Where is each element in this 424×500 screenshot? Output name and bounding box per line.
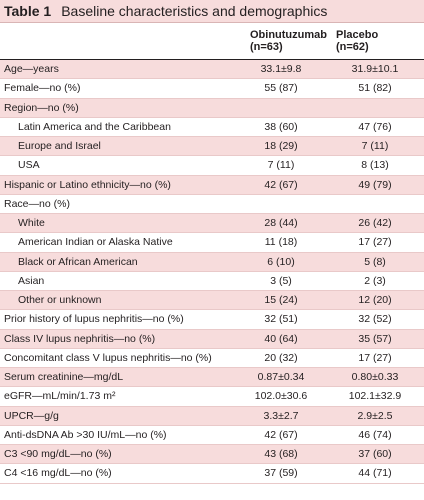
- header-placebo-name: Placebo: [336, 29, 379, 41]
- obinutuzumab-value: 55 (87): [264, 82, 298, 95]
- row-label: American Indian or Alaska Native: [18, 236, 173, 249]
- placebo-value: 32 (52): [358, 313, 392, 326]
- placebo-value: 102.1±32.9: [348, 390, 402, 403]
- obinutuzumab-value: 40 (64): [264, 332, 298, 345]
- table-title: Baseline characteristics and demographic…: [61, 3, 328, 19]
- obinutuzumab-value: 32 (51): [264, 313, 298, 326]
- table-row: Prior history of lupus nephritis—no (%) 3…: [0, 310, 424, 330]
- obinutuzumab-value: 28 (44): [264, 217, 298, 230]
- row-label: Serum creatinine—mg/dL: [4, 371, 124, 384]
- table-row: Serum creatinine—mg/dL 0.87±0.34 0.80±0.33: [0, 368, 424, 388]
- header-obinutuzumab-name: Obinutuzumab: [250, 29, 327, 41]
- row-label: Class IV lupus nephritis—no (%): [4, 332, 156, 345]
- obinutuzumab-value: 3.3±2.7: [263, 409, 299, 422]
- obinutuzumab-value: 43 (68): [264, 448, 298, 461]
- obinutuzumab-value: 33.1±9.8: [260, 63, 302, 76]
- table-row: Europe and Israel 18 (29) 7 (11): [0, 137, 424, 157]
- placebo-value: 12 (20): [358, 294, 392, 307]
- obinutuzumab-value: 37 (59): [264, 467, 298, 480]
- obinutuzumab-value: 42 (67): [264, 178, 298, 191]
- placebo-value: 17 (27): [358, 236, 392, 249]
- table-row: C4 <16 mg/dL—no (%) 37 (59) 44 (71): [0, 464, 424, 484]
- row-label: UPCR—g/g: [4, 409, 59, 422]
- placebo-value: 49 (79): [358, 178, 392, 191]
- placebo-value: 35 (57): [358, 332, 392, 345]
- obinutuzumab-value: 38 (60): [264, 120, 298, 133]
- table-row: Anti-dsDNA Ab >30 IU/mL—no (%) 42 (67) 46 …: [0, 426, 424, 445]
- table-row: Concomitant class V lupus nephritis—no (…: [0, 349, 424, 368]
- table-row: Region—no (%): [0, 98, 424, 118]
- obinutuzumab-value: 18 (29): [264, 140, 298, 153]
- table-row: Race—no (%): [0, 195, 424, 214]
- header-obinutuzumab-n: (n=63): [250, 41, 283, 53]
- placebo-value: 26 (42): [358, 217, 392, 230]
- row-label: USA: [18, 159, 40, 172]
- obinutuzumab-value: 0.87±0.34: [257, 371, 305, 384]
- obinutuzumab-value: 3 (5): [270, 274, 292, 287]
- placebo-value: 8 (13): [361, 159, 389, 172]
- placebo-value: 17 (27): [358, 351, 392, 364]
- row-label: Other or unknown: [18, 294, 102, 307]
- placebo-value: 51 (82): [358, 82, 392, 95]
- header-placebo: Placebo (n=62): [336, 29, 424, 53]
- table-title-bar: Table 1 Baseline characteristics and dem…: [0, 0, 424, 23]
- placebo-value: 0.80±0.33: [351, 371, 399, 384]
- header-placebo-n: (n=62): [336, 41, 369, 53]
- table-row: White 28 (44) 26 (42): [0, 214, 424, 234]
- table-row: Age—years 33.1±9.8 31.9±10.1: [0, 60, 424, 80]
- table-row: USA 7 (11) 8 (13): [0, 156, 424, 176]
- obinutuzumab-value: 20 (32): [264, 351, 298, 364]
- table-row: Class IV lupus nephritis—no (%) 40 (64) 35…: [0, 329, 424, 349]
- row-label: C4 <16 mg/dL—no (%): [4, 467, 112, 480]
- row-label: Age—years: [4, 63, 59, 76]
- row-label: Black or African American: [18, 255, 138, 268]
- placebo-value: 47 (76): [358, 120, 392, 133]
- row-label: Europe and Israel: [18, 140, 101, 153]
- row-label: White: [18, 217, 45, 230]
- table-header: Obinutuzumab (n=63) Placebo (n=62): [0, 23, 424, 60]
- table-row: Black or African American 6 (10) 5 (8): [0, 252, 424, 272]
- placebo-value: 5 (8): [364, 255, 386, 268]
- table-row: Hispanic or Latino ethnicity—no (%) 42 (6…: [0, 175, 424, 195]
- obinutuzumab-value: 42 (67): [264, 428, 298, 441]
- table-row: UPCR—g/g 3.3±2.7 2.9±2.5: [0, 406, 424, 426]
- placebo-value: 44 (71): [358, 467, 392, 480]
- table-body: Age—years 33.1±9.8 31.9±10.1 Female—no (%) 5…: [0, 60, 424, 484]
- table-row: American Indian or Alaska Native 11 (18) 1…: [0, 233, 424, 253]
- placebo-value: 31.9±10.1: [351, 63, 399, 76]
- row-label: Anti-dsDNA Ab >30 IU/mL—no (%): [4, 428, 167, 441]
- table-row: eGFR—mL/min/1.73 m² 102.0±30.6 102.1±32.9: [0, 387, 424, 407]
- row-label: Prior history of lupus nephritis—no (%): [4, 313, 184, 326]
- table-row: C3 <90 mg/dL—no (%) 43 (68) 37 (60): [0, 445, 424, 465]
- row-label: Latin America and the Caribbean: [18, 120, 171, 133]
- table-row: Latin America and the Caribbean 38 (60) 47…: [0, 118, 424, 137]
- row-label: Race—no (%): [4, 197, 70, 210]
- placebo-value: 2 (3): [364, 274, 386, 287]
- placebo-value: 46 (74): [358, 428, 392, 441]
- row-label: C3 <90 mg/dL—no (%): [4, 448, 112, 461]
- row-label: eGFR—mL/min/1.73 m²: [4, 390, 116, 403]
- row-label: Hispanic or Latino ethnicity—no (%): [4, 178, 171, 191]
- table-row: Female—no (%) 55 (87) 51 (82): [0, 79, 424, 99]
- row-label: Asian: [18, 274, 45, 287]
- table-row: Other or unknown 15 (24) 12 (20): [0, 291, 424, 311]
- obinutuzumab-value: 6 (10): [267, 255, 295, 268]
- row-label: Concomitant class V lupus nephritis—no (…: [4, 351, 212, 364]
- obinutuzumab-value: 7 (11): [267, 159, 295, 172]
- obinutuzumab-value: 102.0±30.6: [254, 390, 308, 403]
- table-row: Asian 3 (5) 2 (3): [0, 272, 424, 291]
- header-obinutuzumab: Obinutuzumab (n=63): [250, 29, 336, 53]
- obinutuzumab-value: 11 (18): [264, 236, 298, 249]
- obinutuzumab-value: 15 (24): [264, 294, 298, 307]
- placebo-value: 37 (60): [358, 448, 392, 461]
- placebo-value: 2.9±2.5: [357, 409, 393, 422]
- row-label: Female—no (%): [4, 82, 81, 95]
- row-label: Region—no (%): [4, 101, 79, 114]
- placebo-value: 7 (11): [361, 140, 389, 153]
- table-label: Table 1: [4, 3, 52, 19]
